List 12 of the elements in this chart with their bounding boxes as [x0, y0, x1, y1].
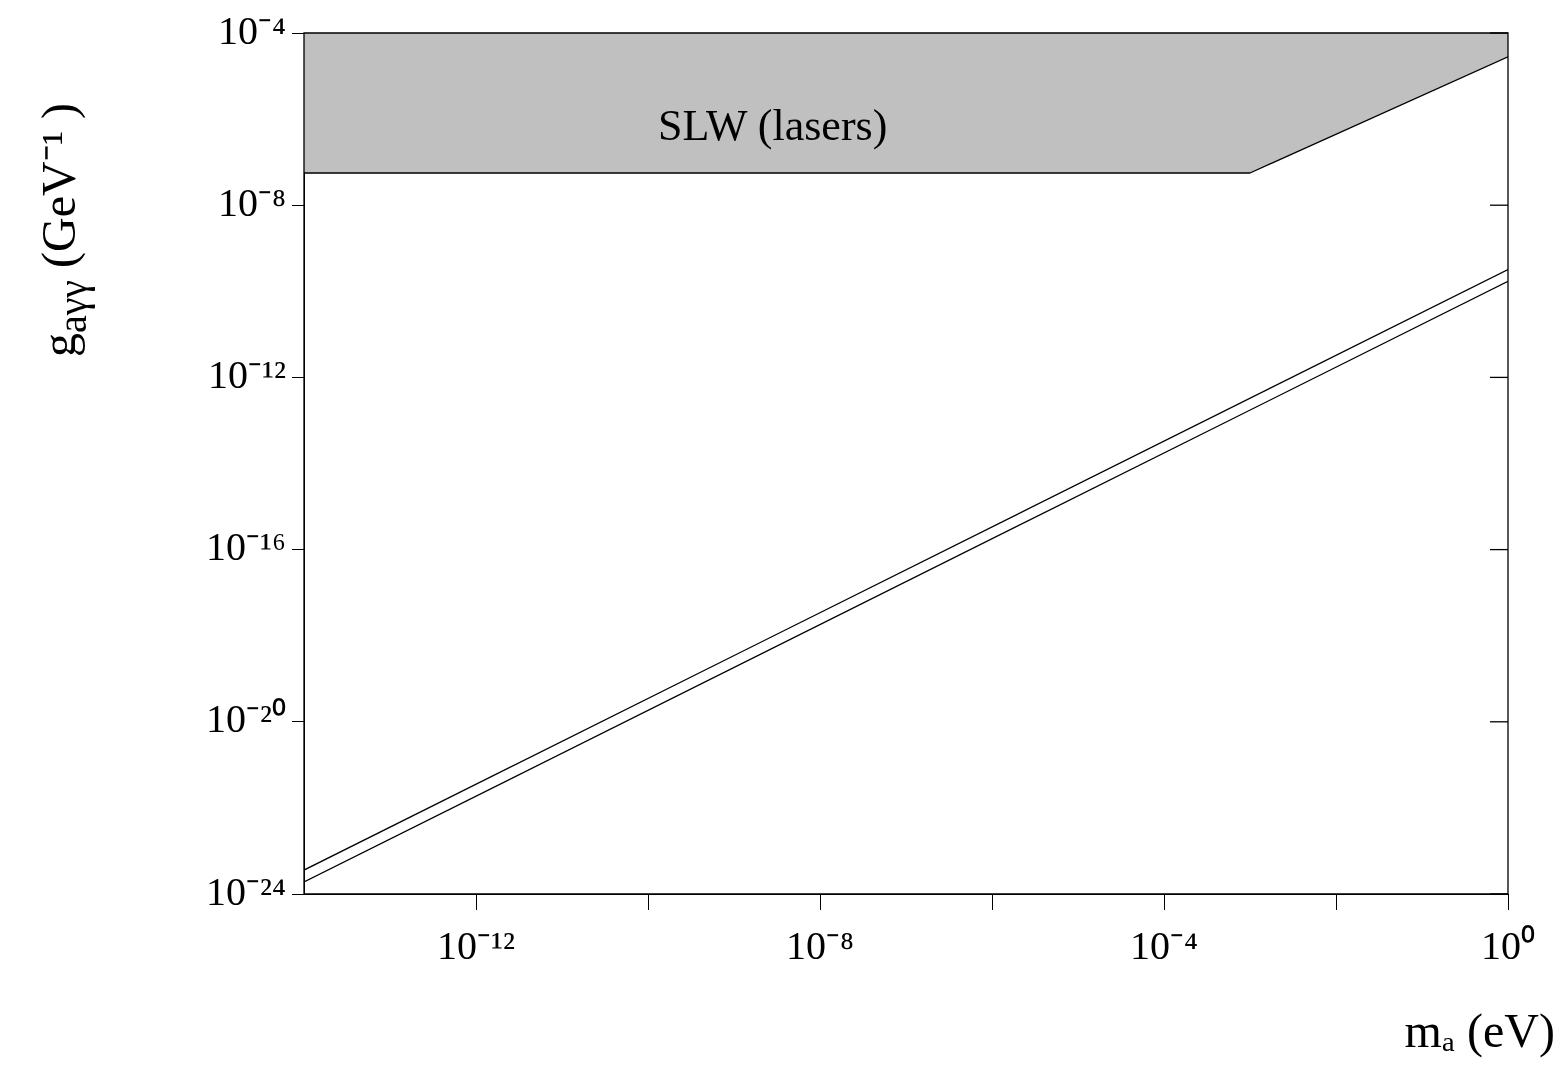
x-tick-label: 10⁰: [1481, 922, 1535, 968]
y-tick-label: 10⁻⁸: [218, 179, 286, 225]
annotation: SLW (lasers): [658, 100, 888, 151]
x-axis-title: mₐ (eV): [1404, 1003, 1555, 1058]
y-tick-label: 10⁻¹⁶: [206, 524, 286, 570]
x-tick-label: 10⁻⁸: [786, 922, 854, 968]
y-tick-label: 10⁻⁴: [218, 7, 286, 53]
y-tick-label: 10⁻²⁴: [206, 868, 286, 914]
x-tick-label: 10⁻⁴: [1130, 922, 1198, 968]
x-tick-label: 10⁻¹²: [437, 922, 515, 968]
y-tick-label: 10⁻²⁰: [206, 696, 286, 742]
y-tick-label: 10⁻¹²: [208, 351, 287, 397]
